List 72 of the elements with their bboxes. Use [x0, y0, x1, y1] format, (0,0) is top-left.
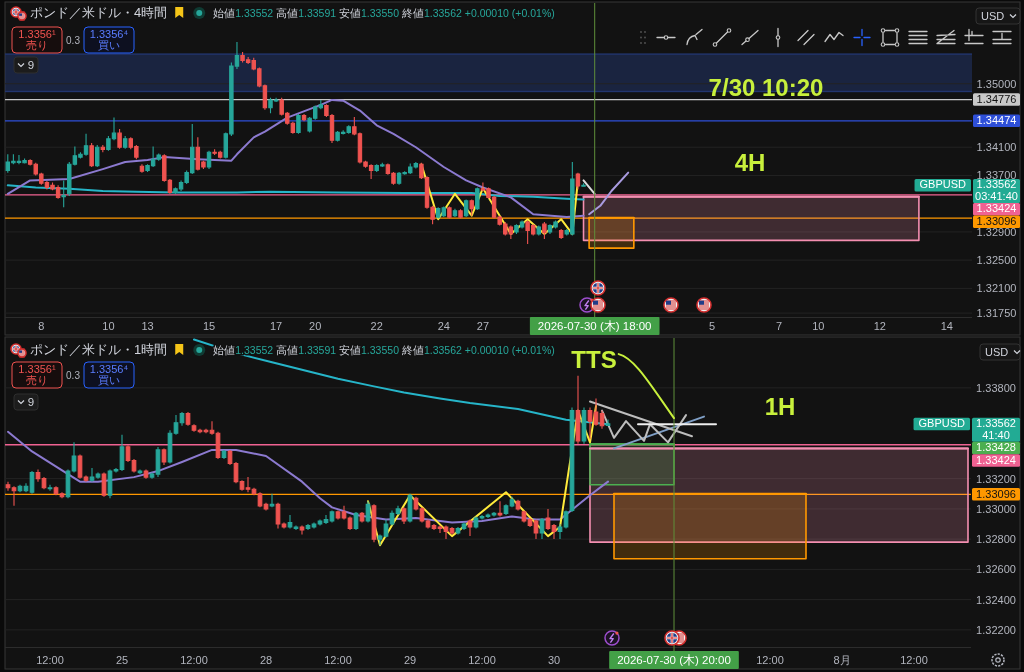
- annotation: 売り: [26, 374, 48, 386]
- y-tick-label: 1.32500: [976, 254, 1017, 267]
- x-tick-label: 25: [115, 654, 129, 666]
- annotation: GBPUSD: [918, 417, 966, 430]
- y-tick-label: 1.32400: [976, 593, 1016, 606]
- x-tick-label: 27: [476, 320, 490, 332]
- annotation: 9: [27, 396, 35, 408]
- x-tick-label: 2026-07-30 (木) 18:00: [537, 320, 652, 332]
- annotation: GBPUSD: [919, 178, 967, 191]
- text: 1.33562 41:40: [976, 417, 1016, 441]
- x-tick-label: 14: [940, 320, 953, 332]
- annotation: 買い: [98, 39, 120, 51]
- ref-line-label: 1.33424: [976, 202, 1017, 215]
- y-tick-label: 1.33200: [976, 472, 1016, 485]
- text: USD: [981, 10, 1005, 22]
- x-tick-label: 8月: [833, 654, 851, 666]
- y-tick-label: 1.32900: [976, 225, 1017, 238]
- text: 始値1.33552 高値1.33591 安値1.33550 終値1.33562 +0.00010 (+0.01%): [213, 7, 555, 19]
- annotation: 売り: [26, 39, 48, 51]
- annotation: 買い: [98, 374, 120, 386]
- annotation: 4H: [734, 149, 766, 176]
- y-tick-label: 1.32200: [976, 623, 1016, 636]
- x-tick-label: 28: [259, 654, 273, 666]
- x-tick-label: 24: [437, 320, 450, 332]
- chart-title: ポンド／米ドル・1時間: [30, 342, 168, 357]
- x-tick-label: 12:00: [36, 654, 64, 666]
- x-tick-label: 2026-07-30 (木) 20:00: [617, 654, 731, 666]
- y-tick-label: 1.32600: [976, 563, 1016, 576]
- x-tick-label: 7: [776, 320, 783, 332]
- x-tick-label: 12:00: [900, 654, 928, 666]
- annotation: 1.3356⁴: [89, 28, 129, 40]
- x-tick-label: 12:00: [324, 654, 352, 666]
- text: USD: [985, 346, 1009, 358]
- x-tick-label: 12: [873, 320, 886, 332]
- ref-line-label: 1.33424: [976, 453, 1016, 466]
- x-tick-label: 20: [309, 320, 322, 332]
- x-tick-label: 13: [141, 320, 154, 332]
- y-tick-label: 1.32800: [976, 533, 1016, 546]
- x-tick-label: 5: [709, 320, 716, 332]
- annotation: 1.3356¹: [18, 28, 56, 40]
- x-tick-label: 10: [102, 320, 115, 332]
- annotation: 9: [27, 59, 35, 71]
- y-tick-label: 1.33000: [976, 502, 1016, 515]
- x-tick-label: 12:00: [756, 654, 784, 666]
- annotation: 1.3356¹: [18, 363, 56, 375]
- annotation: 7/30 10:20: [708, 74, 824, 101]
- chart-title: ポンド／米ドル・4時間: [30, 5, 168, 20]
- annotation: 0.3: [66, 35, 81, 46]
- annotation: 1H: [764, 393, 796, 420]
- ref-line-label: 1.33096: [976, 487, 1016, 500]
- y-tick-label: 1.33800: [976, 381, 1016, 394]
- y-tick-label: 1.34100: [976, 141, 1017, 154]
- x-tick-label: 10: [812, 320, 825, 332]
- x-tick-label: 12:00: [180, 654, 208, 666]
- ref-line-label: 1.34776: [976, 92, 1017, 105]
- x-tick-label: 22: [370, 320, 383, 332]
- text: 1.33562 03:41:40: [975, 178, 1018, 202]
- text: 1.33428: [976, 441, 1016, 454]
- x-tick-label: 17: [269, 320, 283, 332]
- annotation: TTS: [571, 346, 617, 373]
- annotation: 1.3356⁴: [89, 363, 129, 375]
- x-tick-label: 8: [38, 320, 45, 332]
- y-tick-label: 1.31750: [976, 307, 1017, 320]
- y-tick-label: 1.32100: [976, 282, 1017, 295]
- x-tick-label: 29: [403, 654, 417, 666]
- x-tick-label: 12:00: [468, 654, 496, 666]
- x-tick-label: 15: [202, 320, 216, 332]
- y-tick-label: 1.35000: [976, 77, 1017, 90]
- annotation: 0.3: [66, 370, 81, 381]
- x-tick-label: 30: [547, 654, 561, 666]
- ref-line-label: 1.33096: [976, 214, 1017, 227]
- ref-line-label: 1.34474: [976, 114, 1017, 126]
